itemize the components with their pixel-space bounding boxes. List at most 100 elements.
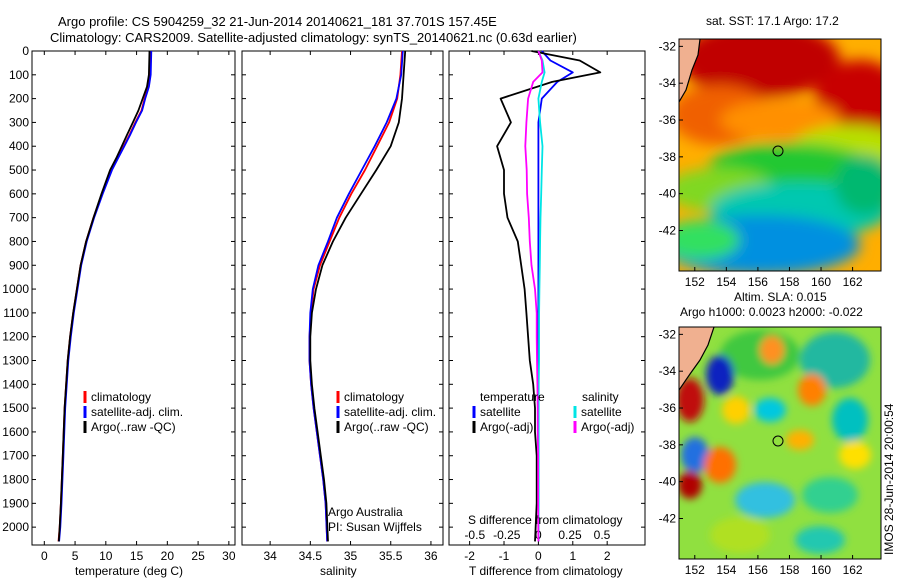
temperature-plot-frame (31, 50, 236, 546)
y-tick-label: 0 (22, 44, 29, 58)
map-lon-label: 152 (685, 563, 705, 577)
legend-climatology-label: climatology (91, 390, 151, 404)
map-lon-label: 156 (748, 563, 768, 577)
sla-map (679, 327, 881, 559)
sla-map-title-line2: Argo h1000: 0.0023 h2000: -0.022 (680, 305, 863, 319)
difference-legend: temperature satellite Argo(-adj) salinit… (468, 390, 634, 527)
s-tick-label: -0.25 (493, 528, 521, 542)
salinity-annotation-line2: PI: Susan Wijffels (328, 520, 422, 534)
legend-satellite-label: satellite-adj. clim. (344, 405, 436, 419)
map-lat-label: -34 (659, 76, 677, 90)
figure-title-line1: Argo profile: CS 5904259_32 21-Jun-2014 … (58, 14, 497, 29)
y-tick-label: 900 (9, 258, 29, 272)
map-lat-label: -38 (659, 438, 677, 452)
sla-map-title-line1: Altim. SLA: 0.015 (734, 290, 827, 304)
x-tick-label: 1 (569, 549, 576, 563)
temperature-legend: climatology satellite-adj. clim. Argo(..… (83, 390, 183, 434)
x-tick-label: 30 (222, 549, 236, 563)
y-tick-label: 100 (9, 68, 29, 82)
y-tick-label: 700 (9, 211, 29, 225)
map-lon-label: 162 (843, 563, 863, 577)
salinity-legend: climatology satellite-adj. clim. Argo(..… (328, 390, 436, 534)
y-tick-label: 200 (9, 92, 29, 106)
x-tick-label: 10 (99, 549, 113, 563)
t-difference-xlabel: T difference from climatology (469, 564, 623, 578)
salinity-plot-frame (241, 50, 444, 546)
series-line-s-argo-adj (524, 50, 544, 542)
series-line-s-satellite (537, 50, 546, 542)
x-tick-label: -1 (499, 549, 510, 563)
sst-map (679, 39, 881, 271)
y-tick-label: 300 (9, 115, 29, 129)
x-tick-label: 20 (161, 549, 175, 563)
s-tick-label: -0.5 (464, 528, 485, 542)
s-tick-label: 0.5 (594, 528, 611, 542)
y-tick-label: 1200 (2, 330, 29, 344)
y-tick-label: 1000 (2, 282, 29, 296)
map-lat-label: -42 (659, 511, 677, 525)
sst-argo-location-marker (772, 145, 784, 157)
x-tick-label: 5 (72, 549, 79, 563)
legend-t-argo-label: Argo(-adj) (480, 420, 533, 434)
x-tick-label: 34 (263, 549, 277, 563)
salinity-xlabel: salinity (320, 564, 357, 578)
difference-plot-frame (448, 50, 646, 546)
legend-temperature-heading: temperature (480, 390, 545, 404)
sla-argo-location-marker (772, 435, 784, 447)
y-tick-label: 2000 (2, 520, 29, 534)
x-tick-label: 0 (535, 549, 542, 563)
y-tick-label: 1100 (3, 306, 29, 320)
imos-credit: IMOS 28-Jun-2014 20:00:54 (882, 403, 896, 555)
map-lon-label: 158 (779, 275, 799, 289)
map-lat-label: -36 (659, 401, 677, 415)
y-tick-label: 1400 (2, 377, 29, 391)
y-tick-label: 800 (9, 234, 29, 248)
series-line-t-argo-adj (496, 50, 602, 542)
map-lat-label: -40 (659, 187, 677, 201)
y-tick-label: 1700 (2, 449, 29, 463)
y-tick-label: 600 (9, 187, 29, 201)
s-difference-axis-label: S difference from climatology (468, 513, 623, 527)
legend-argo-label: Argo(..raw -QC) (91, 420, 176, 434)
legend-s-argo-label: Argo(-adj) (581, 420, 634, 434)
x-tick-label: 34.5 (299, 549, 323, 563)
map-lon-label: 156 (748, 275, 768, 289)
legend-salinity-heading: salinity (582, 390, 619, 404)
legend-t-satellite-label: satellite (480, 405, 521, 419)
map-lat-label: -32 (659, 327, 677, 341)
y-tick-label: 1800 (2, 473, 29, 487)
map-lon-label: 160 (811, 275, 831, 289)
y-tick-label: 1600 (2, 425, 29, 439)
map-lat-label: -38 (659, 150, 677, 164)
map-lat-label: -32 (659, 39, 677, 53)
map-lon-label: 158 (779, 563, 799, 577)
s-tick-label: 0.25 (558, 528, 582, 542)
map-lat-label: -34 (659, 364, 677, 378)
x-tick-label: 0 (41, 549, 48, 563)
x-tick-label: 35.5 (379, 549, 403, 563)
x-tick-label: 15 (130, 549, 144, 563)
map-lon-label: 152 (685, 275, 705, 289)
y-tick-label: 1500 (2, 401, 29, 415)
map-lon-label: 154 (716, 275, 736, 289)
figure-title-line2: Climatology: CARS2009. Satellite-adjuste… (50, 30, 577, 45)
x-tick-label: 25 (191, 549, 205, 563)
series-line-argo-raw-qc (309, 50, 407, 542)
y-tick-label: 500 (9, 163, 29, 177)
map-lat-label: -40 (659, 475, 677, 489)
x-tick-label: 36 (424, 549, 438, 563)
legend-climatology-label: climatology (344, 390, 404, 404)
sst-map-title: sat. SST: 17.1 Argo: 17.2 (706, 14, 839, 28)
y-tick-label: 400 (9, 139, 29, 153)
legend-satellite-label: satellite-adj. clim. (91, 405, 183, 419)
x-tick-label: 35 (344, 549, 358, 563)
legend-argo-label: Argo(..raw -QC) (344, 420, 429, 434)
sla-map-frame (678, 326, 882, 560)
series-line-argo-raw-qc (57, 50, 151, 542)
map-lon-label: 162 (843, 275, 863, 289)
legend-s-satellite-label: satellite (581, 405, 622, 419)
salinity-annotation-line1: Argo Australia (328, 505, 403, 519)
x-tick-label: 2 (604, 549, 611, 563)
y-tick-label: 1900 (2, 496, 29, 510)
